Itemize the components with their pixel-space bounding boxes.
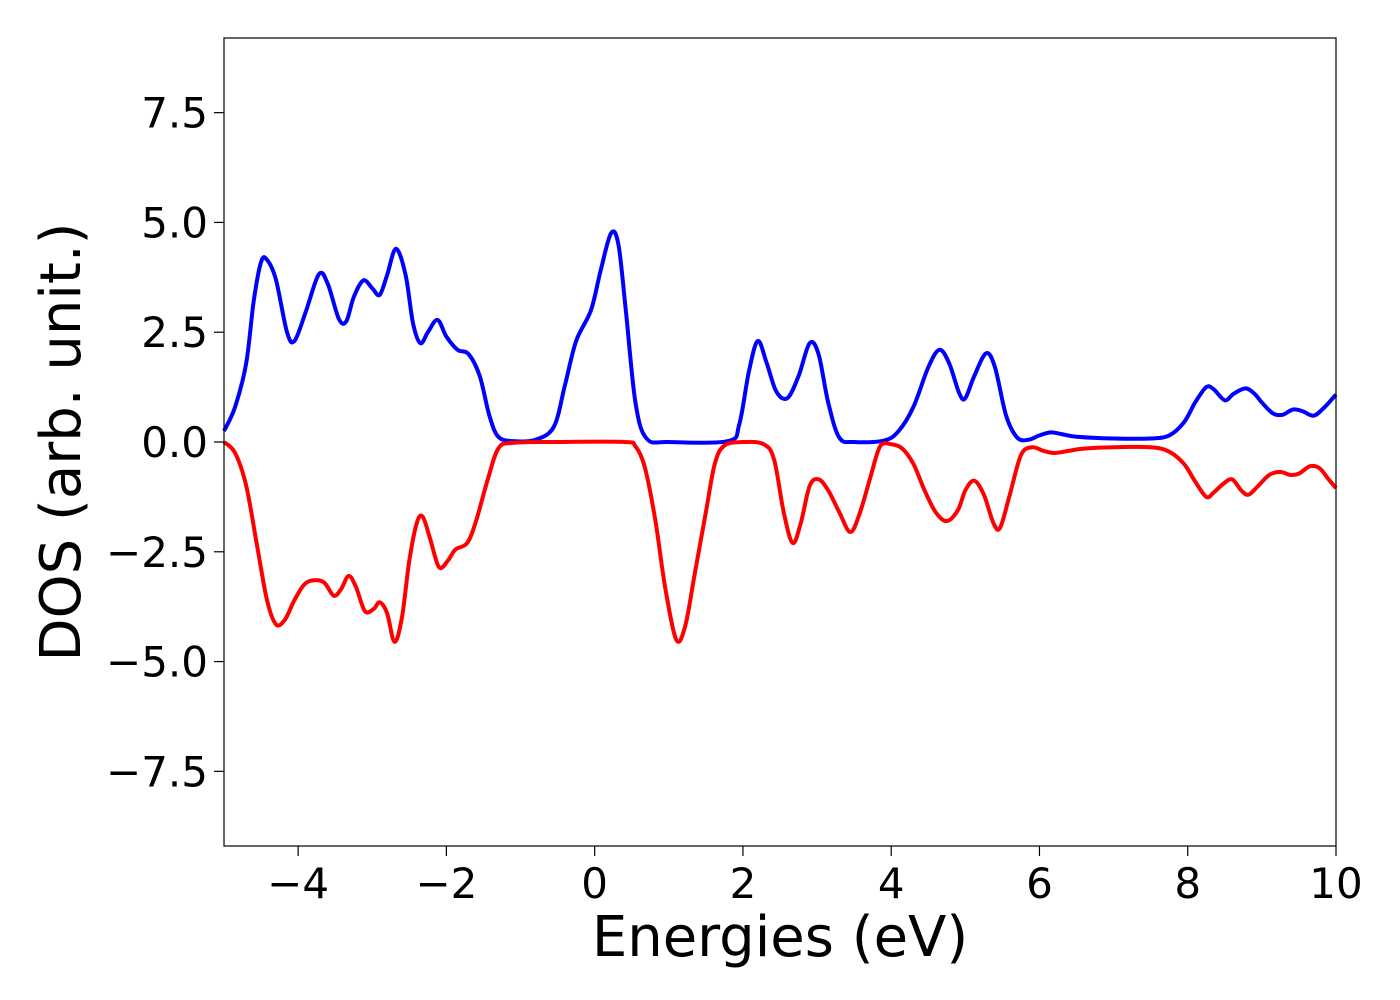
x-axis-ticks: −4 −2 0 2 4 6 8 10 [267, 846, 1363, 908]
x-tick-label: 2 [730, 859, 757, 908]
x-tick-label: −4 [267, 859, 329, 908]
y-tick-label: 7.5 [141, 89, 208, 138]
series-line-1 [222, 229, 1338, 445]
x-tick-label: 8 [1174, 859, 1201, 908]
x-tick-label: 4 [878, 859, 905, 908]
y-tick-label: −2.5 [106, 528, 208, 577]
y-tick-label: −5.0 [106, 638, 208, 687]
x-tick-label: 10 [1309, 859, 1362, 908]
y-axis-label: DOS (arb. unit.) [29, 222, 94, 661]
x-tick-label: 6 [1026, 859, 1053, 908]
series-line-2 [222, 439, 1338, 644]
y-tick-label: 5.0 [141, 198, 208, 247]
y-tick-label: −7.5 [106, 747, 208, 796]
y-axis-ticks: −7.5 −5.0 −2.5 0.0 2.5 5.0 7.5 [106, 89, 224, 796]
plot-frame [223, 37, 1337, 847]
x-axis-label: Energies (eV) [592, 905, 968, 970]
x-tick-label: −2 [415, 859, 477, 908]
series-layer [222, 229, 1338, 644]
y-tick-label: 2.5 [141, 308, 208, 357]
y-tick-label: 0.0 [141, 418, 208, 467]
x-tick-label: 0 [581, 859, 608, 908]
